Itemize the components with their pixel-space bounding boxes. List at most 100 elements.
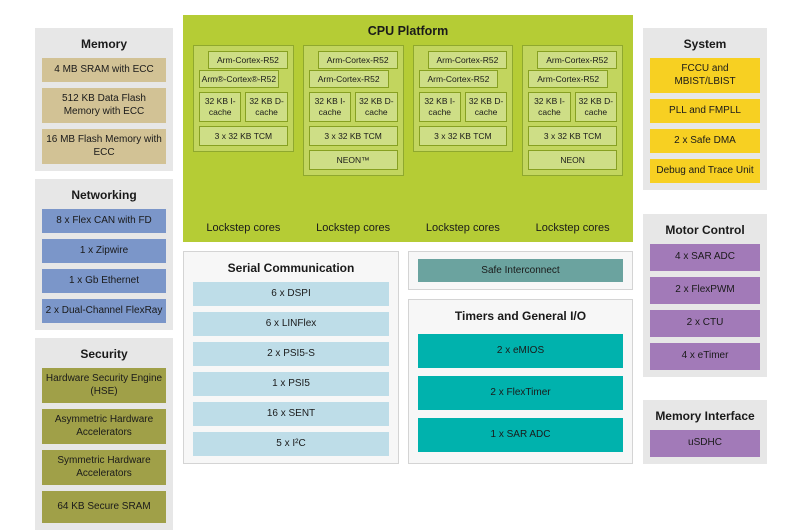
icache-box: 32 KB I-cache [199, 92, 242, 123]
cpu-cluster-1: Arm-Cortex-R52 Arm®-Cortex®-R52 32 KB I-… [193, 45, 294, 234]
center-column: CPU Platform Arm-Cortex-R52 Arm®-Cortex®… [183, 15, 633, 464]
serial-item: 16 x SENT [193, 402, 389, 426]
lockstep-label: Lockstep cores [535, 222, 610, 234]
memory-item: 512 KB Data Flash Memory with ECC [42, 88, 166, 123]
cpu-platform-title: CPU Platform [367, 24, 449, 38]
system-item: 2 x Safe DMA [650, 129, 760, 153]
lockstep-label: Lockstep cores [425, 222, 500, 234]
memory-interface-items: uSDHC [650, 430, 760, 457]
timers-panel: Timers and General I/O 2 x eMIOS 2 x Fle… [408, 299, 633, 464]
cpu-cluster-3: Arm-Cortex-R52 Arm-Cortex-R52 32 KB I-ca… [412, 45, 514, 234]
system-item: PLL and FMPLL [650, 99, 760, 123]
motor-control-panel: Motor Control 4 x SAR ADC 2 x FlexPWM 2 … [643, 214, 767, 377]
soc-block-diagram: Memory 4 MB SRAM with ECC 512 KB Data Fl… [35, 15, 767, 530]
core-box: Arm-Cortex-R52 [427, 51, 508, 69]
left-column: Memory 4 MB SRAM with ECC 512 KB Data Fl… [35, 15, 173, 530]
center-bottom-row: Serial Communication 6 x DSPI 6 x LINFle… [183, 251, 633, 464]
icache-box: 32 KB I-cache [528, 92, 571, 123]
tcm-box: 3 x 32 KB TCM [528, 126, 617, 147]
icache-box: 32 KB I-cache [308, 92, 352, 123]
security-item: Asymmetric Hardware Accelerators [42, 409, 166, 444]
motor-control-item: 4 x eTimer [650, 343, 760, 370]
system-items: FCCU and MBIST/LBIST PLL and FMPLL 2 x S… [650, 58, 760, 183]
security-item: Symmetric Hardware Accelerators [42, 450, 166, 485]
system-panel: System FCCU and MBIST/LBIST PLL and FMPL… [643, 28, 767, 190]
networking-item: 1 x Gb Ethernet [42, 269, 166, 293]
dcache-box: 32 KB D-cache [355, 92, 398, 123]
security-item: Hardware Security Engine (HSE) [42, 368, 166, 403]
cache-row: 32 KB I-cache 32 KB D-cache [528, 92, 617, 123]
serial-item: 1 x PSI5 [193, 372, 389, 396]
dcache-box: 32 KB D-cache [574, 92, 617, 123]
dcache-box: 32 KB D-cache [245, 92, 288, 123]
networking-item: 8 x Flex CAN with FD [42, 209, 166, 233]
timers-item: 1 x SAR ADC [418, 418, 623, 452]
center-right-stack: Safe Interconnect Timers and General I/O… [408, 251, 633, 464]
timers-title: Timers and General I/O [454, 309, 587, 323]
memory-interface-item: uSDHC [650, 430, 760, 457]
core-box: Arm-Cortex-R52 [528, 70, 608, 88]
core-box: Arm-Cortex-R52 [208, 51, 288, 69]
motor-control-items: 4 x SAR ADC 2 x FlexPWM 2 x CTU 4 x eTim… [650, 244, 760, 370]
memory-interface-panel: Memory Interface uSDHC [643, 400, 767, 464]
timers-item: 2 x eMIOS [418, 334, 623, 368]
motor-control-item: 2 x FlexPWM [650, 277, 760, 304]
motor-control-item: 2 x CTU [650, 310, 760, 337]
safe-interconnect-bar: Safe Interconnect [418, 259, 623, 282]
serial-item: 6 x LINFlex [193, 312, 389, 336]
system-item: FCCU and MBIST/LBIST [650, 58, 760, 93]
cache-row: 32 KB I-cache 32 KB D-cache [308, 92, 398, 123]
networking-item: 1 x Zipwire [42, 239, 166, 263]
cpu-cluster-2: Arm-Cortex-R52 Arm-Cortex-R52 32 KB I-ca… [302, 45, 404, 234]
memory-title: Memory [80, 37, 127, 51]
cpu-cluster-4: Arm-Cortex-R52 Arm-Cortex-R52 32 KB I-ca… [522, 45, 623, 234]
networking-title: Networking [71, 188, 137, 202]
networking-item: 2 x Dual-Channel FlexRay [42, 299, 166, 323]
memory-interface-title: Memory Interface [655, 409, 755, 423]
networking-panel: Networking 8 x Flex CAN with FD 1 x Zipw… [35, 179, 173, 330]
core-box: Arm®-Cortex®-R52 [199, 70, 279, 88]
tcm-box: 3 x 32 KB TCM [308, 126, 398, 147]
core-box: Arm-Cortex-R52 [317, 51, 398, 69]
security-panel: Security Hardware Security Engine (HSE) … [35, 338, 173, 530]
memory-item: 4 MB SRAM with ECC [42, 58, 166, 82]
safe-interconnect-panel: Safe Interconnect [408, 251, 633, 290]
serial-title: Serial Communication [227, 261, 355, 275]
networking-items: 8 x Flex CAN with FD 1 x Zipwire 1 x Gb … [42, 209, 166, 323]
cpu-platform-block: CPU Platform Arm-Cortex-R52 Arm®-Cortex®… [183, 15, 633, 242]
motor-control-item: 4 x SAR ADC [650, 244, 760, 271]
serial-item: 5 x I²C [193, 432, 389, 456]
cluster-panel: Arm-Cortex-R52 Arm-Cortex-R52 32 KB I-ca… [412, 45, 514, 153]
motor-control-title: Motor Control [665, 223, 745, 237]
system-title: System [683, 37, 727, 51]
memory-panel: Memory 4 MB SRAM with ECC 512 KB Data Fl… [35, 28, 173, 171]
icache-box: 32 KB I-cache [418, 92, 461, 123]
cluster-panel: Arm-Cortex-R52 Arm-Cortex-R52 32 KB I-ca… [522, 45, 623, 177]
timers-items: 2 x eMIOS 2 x FlexTimer 1 x SAR ADC [418, 330, 623, 456]
core-box: Arm-Cortex-R52 [537, 51, 617, 69]
memory-items: 4 MB SRAM with ECC 512 KB Data Flash Mem… [42, 58, 166, 164]
timers-item: 2 x FlexTimer [418, 376, 623, 410]
tcm-box: 3 x 32 KB TCM [199, 126, 288, 147]
lockstep-label: Lockstep cores [206, 222, 281, 234]
cpu-clusters: Arm-Cortex-R52 Arm®-Cortex®-R52 32 KB I-… [193, 45, 623, 234]
serial-items: 6 x DSPI 6 x LINFlex 2 x PSI5-S 1 x PSI5… [193, 282, 389, 456]
right-column: System FCCU and MBIST/LBIST PLL and FMPL… [643, 15, 767, 464]
core-box: Arm-Cortex-R52 [418, 70, 499, 88]
memory-item: 16 MB Flash Memory with ECC [42, 129, 166, 164]
lockstep-label: Lockstep cores [316, 222, 391, 234]
system-item: Debug and Trace Unit [650, 159, 760, 183]
dcache-box: 32 KB D-cache [464, 92, 508, 123]
cache-row: 32 KB I-cache 32 KB D-cache [418, 92, 508, 123]
serial-communication-panel: Serial Communication 6 x DSPI 6 x LINFle… [183, 251, 399, 464]
security-item: 64 KB Secure SRAM [42, 491, 166, 523]
security-title: Security [80, 347, 128, 361]
serial-item: 2 x PSI5-S [193, 342, 389, 366]
security-items: Hardware Security Engine (HSE) Asymmetri… [42, 368, 166, 523]
neon-box: NEON [528, 150, 617, 171]
cluster-panel: Arm-Cortex-R52 Arm-Cortex-R52 32 KB I-ca… [302, 45, 404, 177]
serial-item: 6 x DSPI [193, 282, 389, 306]
neon-box: NEON™ [308, 150, 398, 171]
tcm-box: 3 x 32 KB TCM [418, 126, 508, 147]
cluster-panel: Arm-Cortex-R52 Arm®-Cortex®-R52 32 KB I-… [193, 45, 294, 153]
